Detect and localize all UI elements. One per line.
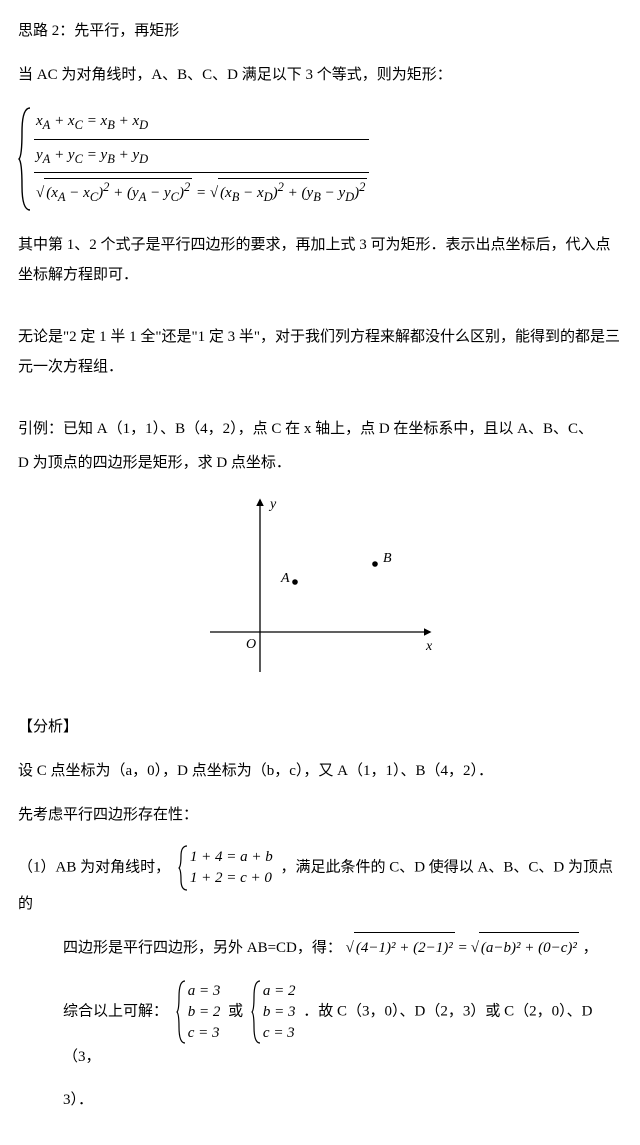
heading: 思路 2：先平行，再矩形 (18, 16, 622, 46)
para-1: 其中第 1、2 个式子是平行四边形的要求，再加上式 3 可为矩形．表示出点坐标后… (18, 230, 622, 290)
solB-b: b = 3 (263, 1002, 296, 1023)
analysis-line-1: 设 C 点坐标为（a，0），D 点坐标为（b，c），又 A（1，1）、B（4，2… (18, 756, 622, 786)
intro-text: 当 AC 为对角线时，A、B、C、D 满足以下 3 个等式，则为矩形： (18, 67, 452, 83)
case1-line1: （1）AB 为对角线时， 1 + 4 = a + b 1 + 2 = c + 0… (18, 844, 622, 916)
para-2: 无论是"2 定 1 半 1 全"还是"1 定 3 半"，对于我们列方程来解都没什… (18, 322, 622, 382)
svg-text:B: B (383, 551, 392, 566)
brace-icon (176, 979, 188, 1045)
case1-sys-eq1: 1 + 4 = a + b (190, 847, 273, 868)
case1-prefix: （1）AB 为对角线时， (18, 859, 170, 875)
svg-text:x: x (425, 639, 433, 654)
solA-c: c = 3 (188, 1023, 221, 1044)
case1-tail: ， (583, 940, 598, 956)
svg-text:y: y (268, 497, 277, 512)
case1-or: 或 (228, 1003, 247, 1019)
case1-eq-sign: = (458, 940, 470, 956)
brace-icon (18, 104, 34, 214)
svg-text:A: A (280, 571, 290, 586)
case1-cont: 四边形是平行四边形，另外 AB=CD，得： (63, 940, 342, 956)
case1-line3: 综合以上可解： a = 3 b = 2 c = 3 或 a = 2 b = 3 … (18, 979, 622, 1069)
case1-last: 3）． (18, 1085, 622, 1115)
coordinate-diagram: Ox y A B (200, 492, 440, 692)
example-line-1: 引例：已知 A（1，1）、B（4，2），点 C 在 x 轴上，点 D 在坐标系中… (18, 414, 622, 444)
brace-icon (178, 844, 190, 892)
sys1-eq2: yA + yC = yB + yD (36, 147, 148, 163)
case1-sys-eq2: 1 + 2 = c + 0 (190, 868, 273, 889)
brace-icon (251, 979, 263, 1045)
case1-sqrt-right: (a−b)² + (0−c)² (479, 932, 579, 963)
svg-text:O: O (246, 637, 256, 652)
intro-line: 当 AC 为对角线时，A、B、C、D 满足以下 3 个等式，则为矩形： (18, 60, 622, 90)
analysis-line-2: 先考虑平行四边形存在性： (18, 800, 622, 830)
sys1-eq3: √(xA − xC)2 + (yA − yC)2 = √(xB − xD)2 +… (34, 177, 369, 208)
sys1-eq1: xA + xC = xB + xD (36, 113, 148, 129)
case1-line2: 四边形是平行四边形，另外 AB=CD，得： √(4−1)² + (2−1)² =… (18, 932, 622, 963)
system-1: xA + xC = xB + xD yA + yC = yB + yD √(xA… (18, 104, 622, 214)
case1-sum-prefix: 综合以上可解： (63, 1003, 168, 1019)
example-line-2: D 为顶点的四边形是矩形，求 D 点坐标． (18, 448, 622, 478)
solB-c: c = 3 (263, 1023, 296, 1044)
solA-b: b = 2 (188, 1002, 221, 1023)
solB-a: a = 2 (263, 981, 296, 1002)
case1-sqrt-left: (4−1)² + (2−1)² (354, 932, 455, 963)
analysis-title: 【分析】 (18, 712, 622, 742)
solA-a: a = 3 (188, 981, 221, 1002)
